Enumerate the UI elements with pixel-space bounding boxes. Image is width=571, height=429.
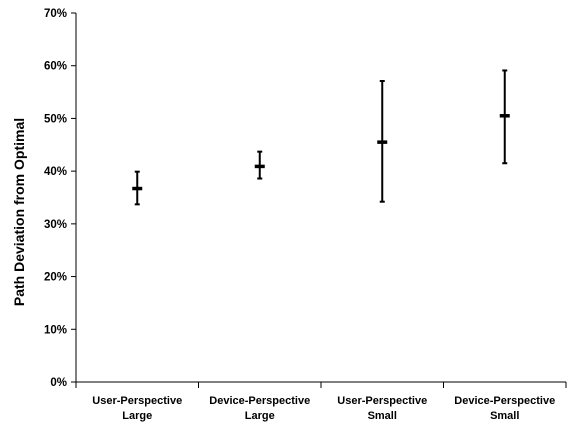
- x-category-label: Device-Perspective: [454, 395, 555, 407]
- x-category-label: User-Perspective: [337, 395, 427, 407]
- x-category-label: Large: [122, 410, 152, 422]
- y-tick-label: 10%: [44, 324, 67, 336]
- x-axis-ticks: User-Perspective Large Device-Perspective L…: [75, 382, 567, 422]
- y-tick-label: 0%: [50, 377, 67, 389]
- x-category-label: Large: [245, 410, 275, 422]
- y-tick-label: 70%: [44, 8, 67, 20]
- x-category-label: User-Perspective: [92, 395, 182, 407]
- y-tick-label: 20%: [44, 272, 67, 284]
- data-marks: [132, 69, 510, 206]
- y-tick-label: 60%: [44, 61, 67, 73]
- y-tick-label: 50%: [44, 113, 67, 125]
- x-category-label: Device-Perspective: [209, 395, 310, 407]
- y-tick-label: 30%: [44, 219, 67, 231]
- x-category-label: Small: [368, 410, 397, 422]
- y-axis-ticks: 0% 10% 20% 30% 40% 50% 60% 70%: [44, 8, 76, 389]
- y-tick-label: 40%: [44, 166, 67, 178]
- y-axis-title: Path Deviation from Optimal: [11, 118, 27, 306]
- x-category-label: Small: [490, 410, 519, 422]
